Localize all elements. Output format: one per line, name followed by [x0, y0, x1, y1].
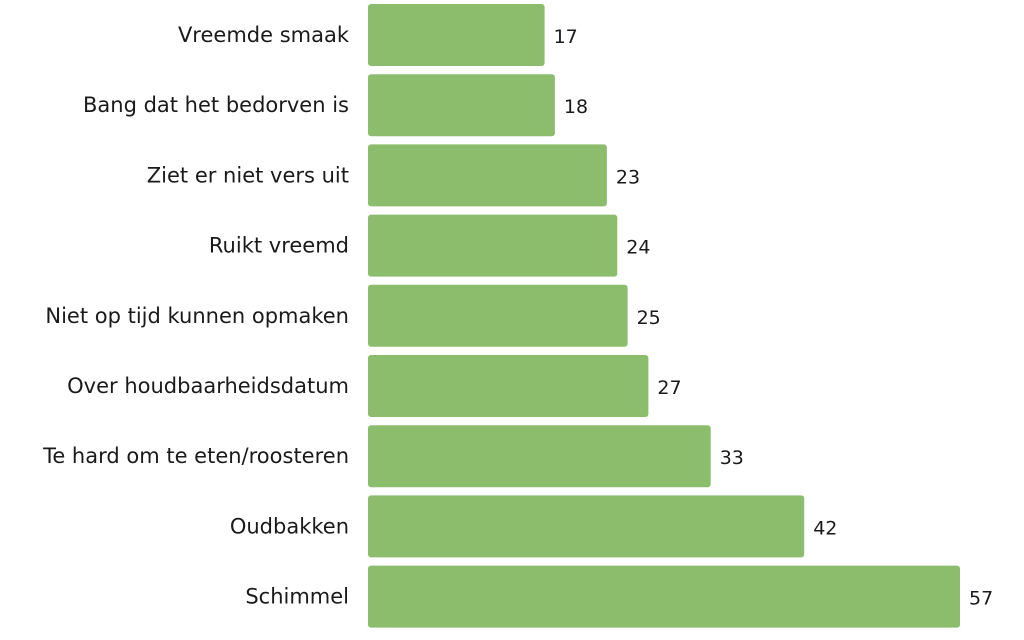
- category-label-3: Ziet er niet vers uit: [147, 163, 349, 187]
- bar-5: [368, 284, 628, 347]
- category-label-6: Over houdbaarheidsdatum: [67, 374, 349, 398]
- category-label-2: Bang dat het bedorven is: [83, 93, 349, 117]
- value-label-4: 24: [626, 237, 650, 259]
- bars-layer: [368, 4, 960, 628]
- value-label-1: 17: [554, 26, 578, 48]
- value-label-7: 33: [720, 447, 744, 469]
- value-label-5: 25: [637, 307, 661, 329]
- bar-8: [368, 495, 805, 558]
- value-labels-layer: 17 18 23 24 25 27 33 42 57: [554, 26, 994, 610]
- value-label-2: 18: [564, 96, 588, 118]
- value-label-8: 42: [813, 517, 837, 539]
- bar-3: [368, 144, 607, 207]
- value-label-6: 27: [657, 377, 681, 399]
- value-label-9: 57: [969, 588, 993, 610]
- category-label-1: Vreemde smaak: [178, 23, 350, 47]
- bar-4: [368, 214, 618, 277]
- category-label-5: Niet op tijd kunnen opmaken: [45, 304, 349, 328]
- bar-6: [368, 355, 649, 417]
- value-label-3: 23: [616, 166, 640, 188]
- category-labels-layer: Vreemde smaak Bang dat het bedorven is Zie…: [42, 23, 350, 609]
- category-label-9: Schimmel: [245, 585, 349, 609]
- bar-1: [368, 4, 545, 66]
- bar-9: [368, 565, 960, 628]
- bar-7: [368, 425, 711, 488]
- bar-2: [368, 74, 555, 137]
- category-label-4: Ruikt vreemd: [209, 234, 349, 258]
- category-label-8: Oudbakken: [230, 514, 349, 538]
- category-label-7: Te hard om te eten/roosteren: [42, 444, 349, 468]
